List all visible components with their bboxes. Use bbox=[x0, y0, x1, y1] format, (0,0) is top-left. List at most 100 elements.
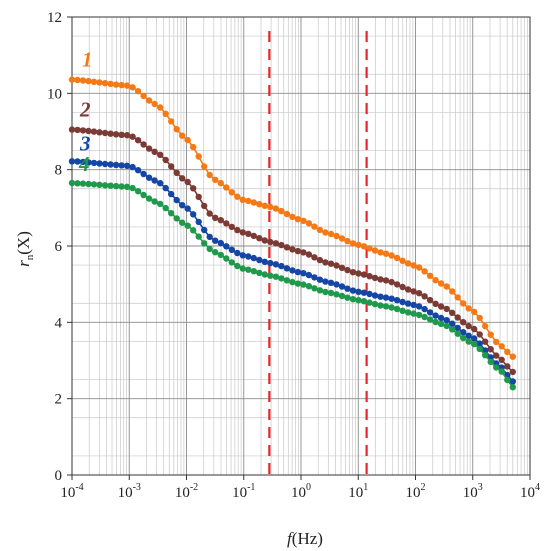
series-2-point bbox=[223, 220, 230, 227]
series-4-point bbox=[355, 297, 362, 304]
series-1-point bbox=[140, 92, 147, 100]
series-4-point bbox=[305, 283, 313, 290]
series-2-point bbox=[245, 230, 252, 237]
y-tick-label: 4 bbox=[55, 315, 63, 331]
series-4-point bbox=[377, 302, 384, 309]
series-1-point bbox=[393, 254, 401, 262]
series-3-point bbox=[327, 279, 335, 286]
series-3-point bbox=[360, 289, 368, 296]
series-2-point bbox=[344, 266, 351, 274]
series-2-point bbox=[195, 193, 202, 201]
series-2-point bbox=[206, 210, 213, 217]
series-3-point bbox=[140, 170, 147, 178]
series-2-point bbox=[90, 128, 98, 135]
series-4-point bbox=[311, 285, 318, 292]
series-1-point bbox=[179, 132, 186, 139]
series-3-point bbox=[465, 332, 472, 339]
series-1-point bbox=[206, 171, 213, 179]
series-1-point bbox=[344, 237, 351, 245]
series-1-point bbox=[112, 81, 120, 88]
series-2-point bbox=[355, 270, 362, 277]
series-2-point bbox=[393, 281, 401, 288]
series-3-point bbox=[68, 158, 76, 165]
series-3-point bbox=[382, 294, 390, 301]
series-2-point bbox=[349, 269, 357, 276]
series-3-point bbox=[256, 256, 263, 264]
series-2-point bbox=[476, 331, 483, 338]
y-tick-label: 6 bbox=[55, 239, 63, 255]
series-1-point bbox=[355, 241, 362, 249]
series-1-point bbox=[267, 203, 274, 211]
series-3-point bbox=[410, 301, 417, 309]
y-axis-title: rn(X) bbox=[14, 231, 36, 267]
series-2-point bbox=[382, 277, 390, 284]
series-3-point bbox=[471, 335, 478, 342]
series-4-point bbox=[206, 245, 213, 253]
series-4-point bbox=[316, 287, 324, 294]
series-1-point bbox=[482, 323, 489, 330]
series-1-point bbox=[322, 229, 329, 236]
series-4-point bbox=[107, 182, 114, 189]
series-3-point bbox=[344, 285, 351, 292]
series-3-point bbox=[377, 293, 384, 300]
series-4-point bbox=[74, 180, 81, 187]
series-3-point bbox=[388, 295, 395, 302]
series-4-point bbox=[476, 345, 483, 353]
series-2-point bbox=[471, 325, 478, 333]
series-4-point bbox=[168, 210, 175, 217]
series-4-point bbox=[267, 272, 274, 279]
series-1-point bbox=[382, 250, 390, 257]
series-1-point bbox=[101, 80, 109, 87]
series-1-point bbox=[129, 84, 136, 91]
series-2-point bbox=[256, 235, 263, 242]
series-3-point bbox=[404, 300, 412, 307]
series-1-point bbox=[476, 314, 483, 322]
series-1-point bbox=[471, 308, 478, 316]
series-3-point bbox=[267, 259, 274, 267]
series-4-point bbox=[68, 179, 76, 187]
series-2-point bbox=[482, 338, 489, 345]
series-3-point bbox=[366, 290, 373, 298]
series-3-point bbox=[96, 160, 103, 167]
series-2-point bbox=[162, 156, 169, 164]
series-2-point bbox=[168, 163, 175, 170]
series-4-point bbox=[129, 184, 136, 192]
series-3-point bbox=[509, 378, 516, 385]
series-3-point bbox=[162, 184, 169, 192]
series-2-point bbox=[289, 246, 296, 253]
series-1-point bbox=[432, 277, 439, 284]
series-1-point bbox=[465, 305, 472, 312]
series-4-point bbox=[101, 182, 109, 189]
series-1-point bbox=[449, 288, 456, 295]
series-4-point bbox=[382, 303, 390, 310]
series-3-point bbox=[393, 297, 401, 304]
series-4-point bbox=[234, 262, 241, 270]
series-labels: 1 2 34 bbox=[78, 48, 93, 176]
series-3-point bbox=[107, 161, 114, 168]
series-label-2: 2 bbox=[79, 98, 91, 122]
series-1-point bbox=[366, 245, 373, 252]
series-4-point bbox=[162, 204, 169, 212]
reference-lines bbox=[268, 31, 368, 475]
series-2-point bbox=[333, 262, 340, 269]
series-2-point bbox=[432, 300, 439, 307]
series-4-point bbox=[426, 316, 434, 323]
series-4-point bbox=[493, 364, 500, 371]
series-2-point bbox=[415, 290, 423, 297]
series-1-point bbox=[487, 331, 494, 338]
series-4-point bbox=[245, 266, 252, 273]
x-tick-label: 10-1 bbox=[232, 482, 255, 501]
series-4-point bbox=[443, 322, 450, 330]
x-tick-label: 102 bbox=[406, 482, 426, 501]
series-3-point bbox=[421, 305, 428, 313]
series-3-point bbox=[85, 159, 92, 166]
series-4-point bbox=[223, 255, 230, 262]
series-1-point bbox=[212, 176, 219, 183]
series-1-point bbox=[261, 202, 268, 209]
series-1-point bbox=[311, 223, 318, 230]
series-1-point bbox=[74, 76, 81, 84]
series-1-point bbox=[107, 80, 114, 88]
series-3-point bbox=[355, 288, 362, 295]
series-2-point bbox=[272, 240, 280, 247]
series-3-point bbox=[333, 281, 340, 288]
